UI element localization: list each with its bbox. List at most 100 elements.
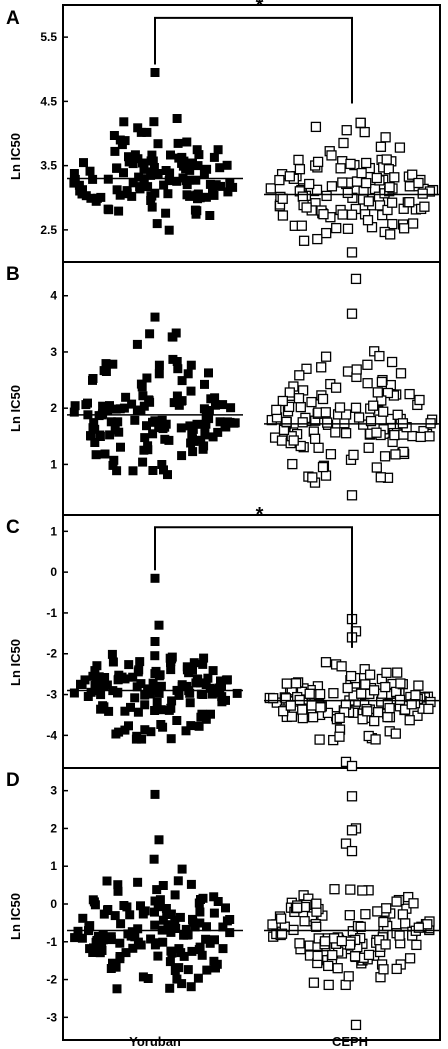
panel-b-point-yoruban [95, 430, 105, 440]
panel-c-point-ceph [320, 657, 332, 668]
panel-c-point-yoruban [130, 693, 140, 703]
panel-a-point-ceph [312, 156, 324, 168]
panel-a-point-yoruban [202, 164, 212, 174]
panel-b-point-ceph [288, 435, 299, 446]
panel-a-point-ceph [380, 132, 391, 143]
panel-b-point-yoruban [177, 376, 187, 386]
panel-b-point-ceph [309, 433, 321, 444]
panel-d-point-yoruban [99, 909, 109, 919]
panel-b-ytick-label: 2 [50, 401, 57, 415]
panel-b-point-ceph [414, 394, 425, 406]
panel-c-point-ceph [406, 699, 417, 710]
panel-a-point-ceph [274, 174, 285, 186]
panel-a-point-ceph [384, 182, 395, 193]
panel-c-point-yoruban [92, 661, 102, 671]
panel-d-point-yoruban [133, 877, 143, 887]
panel-b-point-yoruban [132, 339, 142, 349]
panel-c-point-ceph [413, 680, 424, 691]
panel-b-point-yoruban [106, 417, 116, 427]
panel-c-point-yoruban [114, 727, 124, 737]
panel-a-ytick-label: 2.5 [40, 223, 57, 237]
panel-d-point-yoruban [209, 956, 219, 966]
panel-b-point-ceph [348, 449, 359, 461]
panel-c-point-yoruban [167, 696, 177, 706]
panel-b-point-ceph [362, 378, 373, 389]
panel-a-point-yoruban [120, 136, 130, 146]
x-category-yoruban: Yoruban [129, 1034, 181, 1049]
panel-c-point-yoruban [185, 698, 195, 708]
panel-c-point-yoruban [69, 688, 79, 698]
panel-b-point-yoruban [69, 407, 79, 417]
panel-a-point-ceph [326, 181, 338, 192]
panel-b-point-ceph [317, 393, 329, 405]
panel-d-point-yoruban [202, 922, 211, 932]
panel-a-point-yoruban [136, 127, 146, 137]
panel-b-point-ceph [277, 395, 288, 407]
panel-c-point-yoruban [207, 689, 217, 699]
panel-c-point-yoruban [208, 666, 218, 676]
panel-c-point-yoruban [203, 673, 213, 683]
panel-d-point-yoruban [112, 984, 122, 994]
panel-a-point-yoruban [193, 161, 203, 171]
panel-d-point-yoruban [143, 974, 153, 983]
panel-c-point-ceph [290, 678, 302, 689]
panel-d-point-ceph [319, 936, 331, 947]
panel-b-point-ceph [320, 407, 331, 418]
panel-b-point-yoruban [154, 369, 164, 379]
panel-c-point-yoruban [124, 660, 134, 670]
panel-b-point-ceph [371, 462, 382, 473]
panel-b-point-yoruban [114, 427, 124, 437]
panel-b-point-yoruban [169, 398, 179, 408]
panel-c-point-yoruban [166, 734, 176, 744]
panel-c-point-yoruban [194, 721, 204, 731]
panel-b-point-ceph [284, 387, 295, 398]
panel-b-point-yoruban [218, 400, 228, 410]
panel-d-point-yoruban [106, 935, 116, 945]
panel-a-point-ceph [407, 169, 418, 180]
panel-a-point-yoruban [205, 211, 215, 220]
panel-c-point-ceph [314, 734, 325, 745]
panel-d-point-yoruban [166, 909, 176, 919]
panel-d-point-ceph [391, 896, 402, 907]
panel-a-point-ceph [346, 209, 358, 220]
panel-d-outlier-ceph [350, 1019, 362, 1031]
panel-d-point-yoruban [195, 942, 205, 952]
panel-d-point-yoruban [202, 965, 212, 975]
panel-c-point-ceph [390, 728, 401, 739]
panel-b-point-yoruban [204, 368, 213, 378]
panel-a-point-ceph [294, 164, 306, 175]
panel-b-point-yoruban [208, 432, 218, 442]
panel-b-point-yoruban [86, 431, 95, 441]
panel-a-point-yoruban [79, 158, 88, 168]
panel-b-ylabel: Ln IC50 [8, 385, 23, 432]
panel-d-letter: D [6, 770, 20, 791]
panel-c-point-ceph [380, 681, 391, 693]
panel-b-point-ceph [371, 427, 382, 438]
panel-d-point-ceph [275, 913, 287, 924]
panel-d-point-yoruban [173, 876, 183, 886]
panel-d-point-ceph [291, 902, 303, 913]
panel-d-point-yoruban [108, 958, 117, 968]
panel-b-point-yoruban [132, 405, 142, 415]
panel-a-outlier-ceph [346, 247, 358, 258]
panel-a-point-yoruban [142, 127, 152, 137]
panel-a-point-ceph [301, 202, 312, 213]
panel-c-ytick-label: 0 [50, 565, 57, 579]
panel-d-point-yoruban [73, 926, 83, 936]
panel-d-point-yoruban [213, 897, 223, 906]
panel-b-point-yoruban [168, 332, 178, 342]
panel-b-point-yoruban [201, 411, 211, 421]
panel-b-point-yoruban [88, 375, 97, 385]
panel-a-point-ceph [361, 177, 372, 189]
panel-b-point-ceph [325, 449, 337, 460]
panel-c-point-ceph [384, 702, 395, 714]
panel-d-point-yoruban [225, 928, 235, 938]
panel-b-point-yoruban [198, 444, 208, 454]
panel-a-point-ceph [404, 181, 415, 192]
panel-a-point-ceph [318, 209, 329, 220]
panel-d-point-ceph [394, 930, 405, 941]
panel-a-point-yoruban [205, 179, 215, 189]
panel-c-point-ceph [315, 702, 326, 713]
panel-b-point-yoruban [188, 424, 198, 434]
panel-b-point-ceph [317, 461, 329, 473]
